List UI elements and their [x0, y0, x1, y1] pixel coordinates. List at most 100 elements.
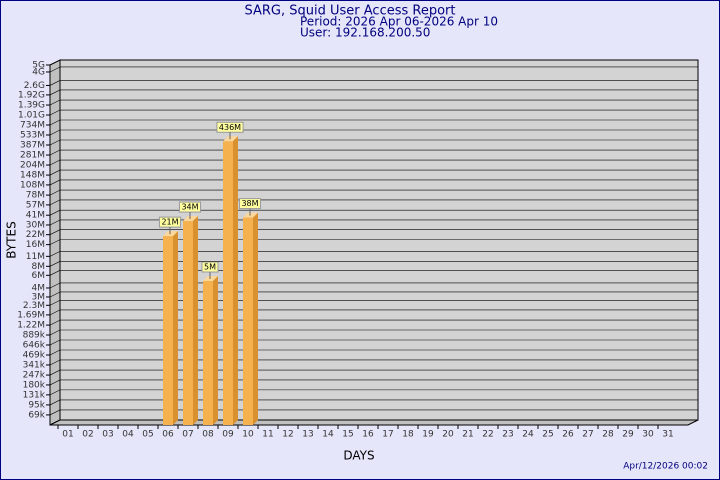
- bar-side: [213, 276, 218, 425]
- bar-side: [193, 216, 198, 425]
- grid-line: [49, 169, 61, 176]
- bar: [243, 217, 253, 425]
- x-tick-label: 01: [62, 430, 73, 440]
- x-tick-label: 04: [122, 430, 134, 440]
- x-tick-label: 03: [102, 430, 113, 440]
- bar-side: [253, 212, 258, 425]
- grid-line: [49, 339, 61, 346]
- bar-side: [173, 231, 178, 425]
- data-label: 5M: [204, 263, 216, 272]
- y-tick-label: 131k: [23, 390, 46, 400]
- grid-line: [49, 379, 61, 386]
- bar: [183, 221, 193, 425]
- grid-line: [49, 66, 61, 73]
- data-label: 38M: [241, 199, 258, 208]
- x-tick-label: 08: [202, 430, 214, 440]
- y-tick-label: 30M: [26, 220, 45, 230]
- y-tick-label: 387M: [20, 141, 45, 151]
- y-tick-label: 108M: [20, 180, 45, 190]
- y-tick-label: 16M: [26, 240, 45, 250]
- grid-line: [49, 109, 61, 116]
- bar-side: [233, 136, 238, 425]
- grid-line: [49, 80, 61, 86]
- y-tick-label: 78M: [26, 191, 45, 201]
- y-tick-label: 281M: [20, 151, 45, 161]
- grid-line: [49, 209, 61, 216]
- chart-title: SARG, Squid User Access Report: [245, 4, 456, 19]
- grid-line: [49, 251, 61, 257]
- x-tick-label: 16: [362, 430, 374, 440]
- x-tick-label: 24: [522, 430, 534, 440]
- grid-line: [49, 199, 61, 206]
- x-tick-label: 18: [402, 430, 414, 440]
- grid-line: [49, 399, 61, 406]
- y-tick-label: 1.39G: [18, 101, 45, 111]
- y-tick-label: 5G: [32, 61, 45, 71]
- bar: [203, 281, 213, 425]
- y-tick-label: 1.01G: [18, 111, 45, 121]
- y-tick-label: 247k: [23, 371, 46, 381]
- x-tick-label: 20: [442, 430, 454, 440]
- x-tick-label: 12: [282, 430, 293, 440]
- floor: [49, 419, 699, 426]
- y-tick-label: 148M: [20, 171, 45, 181]
- grid-line: [49, 139, 61, 146]
- grid-line: [49, 291, 61, 298]
- x-tick-label: 13: [302, 430, 313, 440]
- x-tick-label: 29: [622, 430, 634, 440]
- x-tick-label: 31: [662, 430, 673, 440]
- y-tick-label: 341k: [23, 360, 46, 370]
- grid-line: [49, 189, 61, 196]
- bar: [163, 236, 173, 425]
- grid-line: [49, 99, 61, 106]
- y-tick-label: 533M: [20, 131, 45, 141]
- data-label: 21M: [161, 218, 178, 227]
- grid-line: [49, 89, 61, 96]
- y-tick-label: 3M: [32, 292, 46, 302]
- grid-line: [49, 369, 61, 376]
- y-tick-label: 734M: [20, 120, 45, 130]
- y-tick-label: 6M: [32, 271, 46, 281]
- grid-line: [49, 349, 61, 356]
- x-tick-label: 06: [162, 430, 174, 440]
- data-label: 34M: [181, 203, 198, 212]
- grid-line: [49, 159, 61, 166]
- x-tick-label: 21: [462, 430, 473, 440]
- x-tick-label: 30: [642, 430, 654, 440]
- y-tick-label: 889k: [23, 331, 46, 341]
- x-axis-label: DAYS: [343, 449, 374, 463]
- grid-line: [49, 229, 61, 235]
- y-tick-label: 2.3M: [23, 301, 45, 311]
- footer: Apr/12/2026 00:02: [623, 462, 708, 472]
- x-tick-label: 11: [262, 430, 273, 440]
- bar: [223, 141, 233, 425]
- x-tick-label: 22: [482, 430, 493, 440]
- subtitle: Period: 2026 Apr 06-2026 Apr 10: [300, 15, 498, 29]
- x-tick-label: 17: [382, 430, 393, 440]
- grid-line: [49, 319, 61, 326]
- y-tick-label: 95k: [28, 400, 45, 410]
- grid-line: [49, 119, 61, 126]
- data-label: 436M: [219, 123, 241, 132]
- grid-line: [49, 282, 61, 289]
- grid-line: [49, 389, 61, 396]
- y-tick-label: 22M: [26, 230, 45, 240]
- grid-line: [49, 239, 61, 245]
- y-tick-label: 41M: [26, 211, 45, 221]
- x-tick-label: 23: [502, 430, 513, 440]
- x-tick-label: 27: [582, 430, 593, 440]
- left-wall: [49, 59, 61, 426]
- grid-line: [49, 300, 61, 306]
- grid-line: [49, 59, 61, 66]
- y-tick-label: 4G: [32, 67, 45, 77]
- y-tick-label: 8M: [32, 262, 46, 272]
- grid-line: [49, 179, 61, 186]
- grid-line: [49, 129, 61, 136]
- x-tick-label: 07: [182, 430, 193, 440]
- x-tick-label: 14: [322, 430, 334, 440]
- x-tick-label: 26: [562, 430, 574, 440]
- y-tick-label: 11M: [26, 252, 45, 262]
- y-tick-label: 1.92G: [18, 90, 45, 100]
